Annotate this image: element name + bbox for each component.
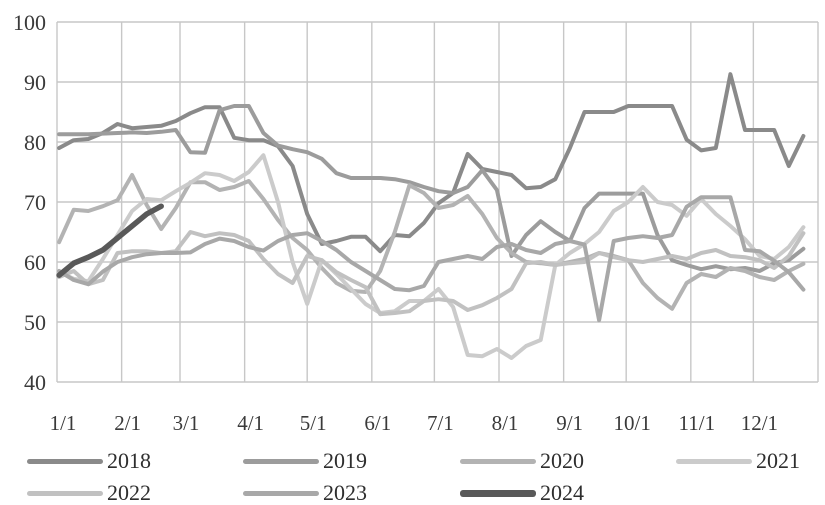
legend-item-2021: 2021 bbox=[676, 450, 800, 472]
legend-item-2019: 2019 bbox=[243, 450, 367, 472]
x-axis-tick-label: 9/1 bbox=[556, 411, 583, 435]
legend-swatch-2023 bbox=[243, 490, 319, 496]
x-axis-tick-label: 11/1 bbox=[679, 411, 716, 435]
legend-item-2020: 2020 bbox=[460, 450, 584, 472]
x-axis-tick-label: 1/1 bbox=[50, 411, 77, 435]
legend-item-2018: 2018 bbox=[27, 450, 151, 472]
y-axis-tick-label: 40 bbox=[24, 370, 46, 395]
legend-swatch-2020 bbox=[460, 458, 536, 464]
legend-swatch-2021 bbox=[676, 458, 752, 464]
legend-swatch-2019 bbox=[243, 458, 319, 464]
legend-label-2024: 2024 bbox=[540, 480, 584, 505]
legend-swatch-2018 bbox=[27, 458, 103, 464]
x-axis-tick-label: 6/1 bbox=[364, 411, 391, 435]
y-axis-tick-label: 80 bbox=[24, 130, 46, 155]
x-axis-tick-label: 10/1 bbox=[614, 411, 651, 435]
legend-swatch-2022 bbox=[27, 490, 103, 496]
legend-label-2018: 2018 bbox=[107, 448, 151, 473]
series-line-2021 bbox=[57, 153, 806, 360]
series-line-2024 bbox=[56, 203, 164, 278]
series-line-2023 bbox=[57, 195, 806, 323]
y-axis-tick-label: 60 bbox=[24, 250, 46, 275]
legend-swatch-2024 bbox=[460, 489, 536, 497]
legend-item-2023: 2023 bbox=[243, 482, 367, 504]
x-axis-tick-label: 8/1 bbox=[492, 411, 519, 435]
x-axis-tick-label: 2/1 bbox=[114, 411, 141, 435]
x-axis-tick-label: 4/1 bbox=[237, 411, 264, 435]
x-axis-tick-label: 3/1 bbox=[173, 411, 200, 435]
series-line-2020 bbox=[57, 173, 806, 311]
x-axis-tick-label: 5/1 bbox=[300, 411, 327, 435]
legend-item-2024: 2024 bbox=[460, 482, 584, 504]
legend-label-2022: 2022 bbox=[107, 480, 151, 505]
legend-label-2020: 2020 bbox=[540, 448, 584, 473]
y-axis-tick-label: 90 bbox=[24, 70, 46, 95]
series-line-2018 bbox=[57, 72, 806, 254]
y-axis-tick-label: 50 bbox=[24, 310, 46, 335]
legend-label-2023: 2023 bbox=[323, 480, 367, 505]
x-axis-tick-label: 12/1 bbox=[741, 411, 778, 435]
y-axis-tick-label: 70 bbox=[24, 190, 46, 215]
series-line-2019 bbox=[57, 104, 806, 273]
series-line-2022 bbox=[57, 230, 806, 317]
legend-label-2021: 2021 bbox=[756, 448, 800, 473]
y-axis-tick-label: 100 bbox=[13, 10, 46, 35]
legend-item-2022: 2022 bbox=[27, 482, 151, 504]
line-chart: 100 90 80 70 60 50 401/1 2/1 3/1 4/1 5/1 6/1 7/1 8/1 9… bbox=[13, 10, 819, 435]
x-axis-tick-label: 7/1 bbox=[427, 411, 454, 435]
legend-label-2019: 2019 bbox=[323, 448, 367, 473]
